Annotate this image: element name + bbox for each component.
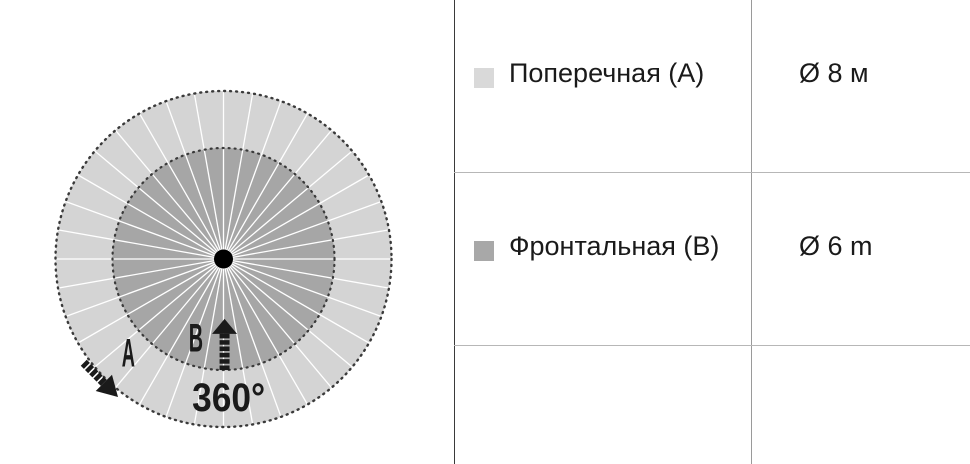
svg-text:A: A xyxy=(122,331,135,375)
svg-text:B: B xyxy=(189,316,203,360)
svg-text:360°: 360° xyxy=(192,376,265,420)
